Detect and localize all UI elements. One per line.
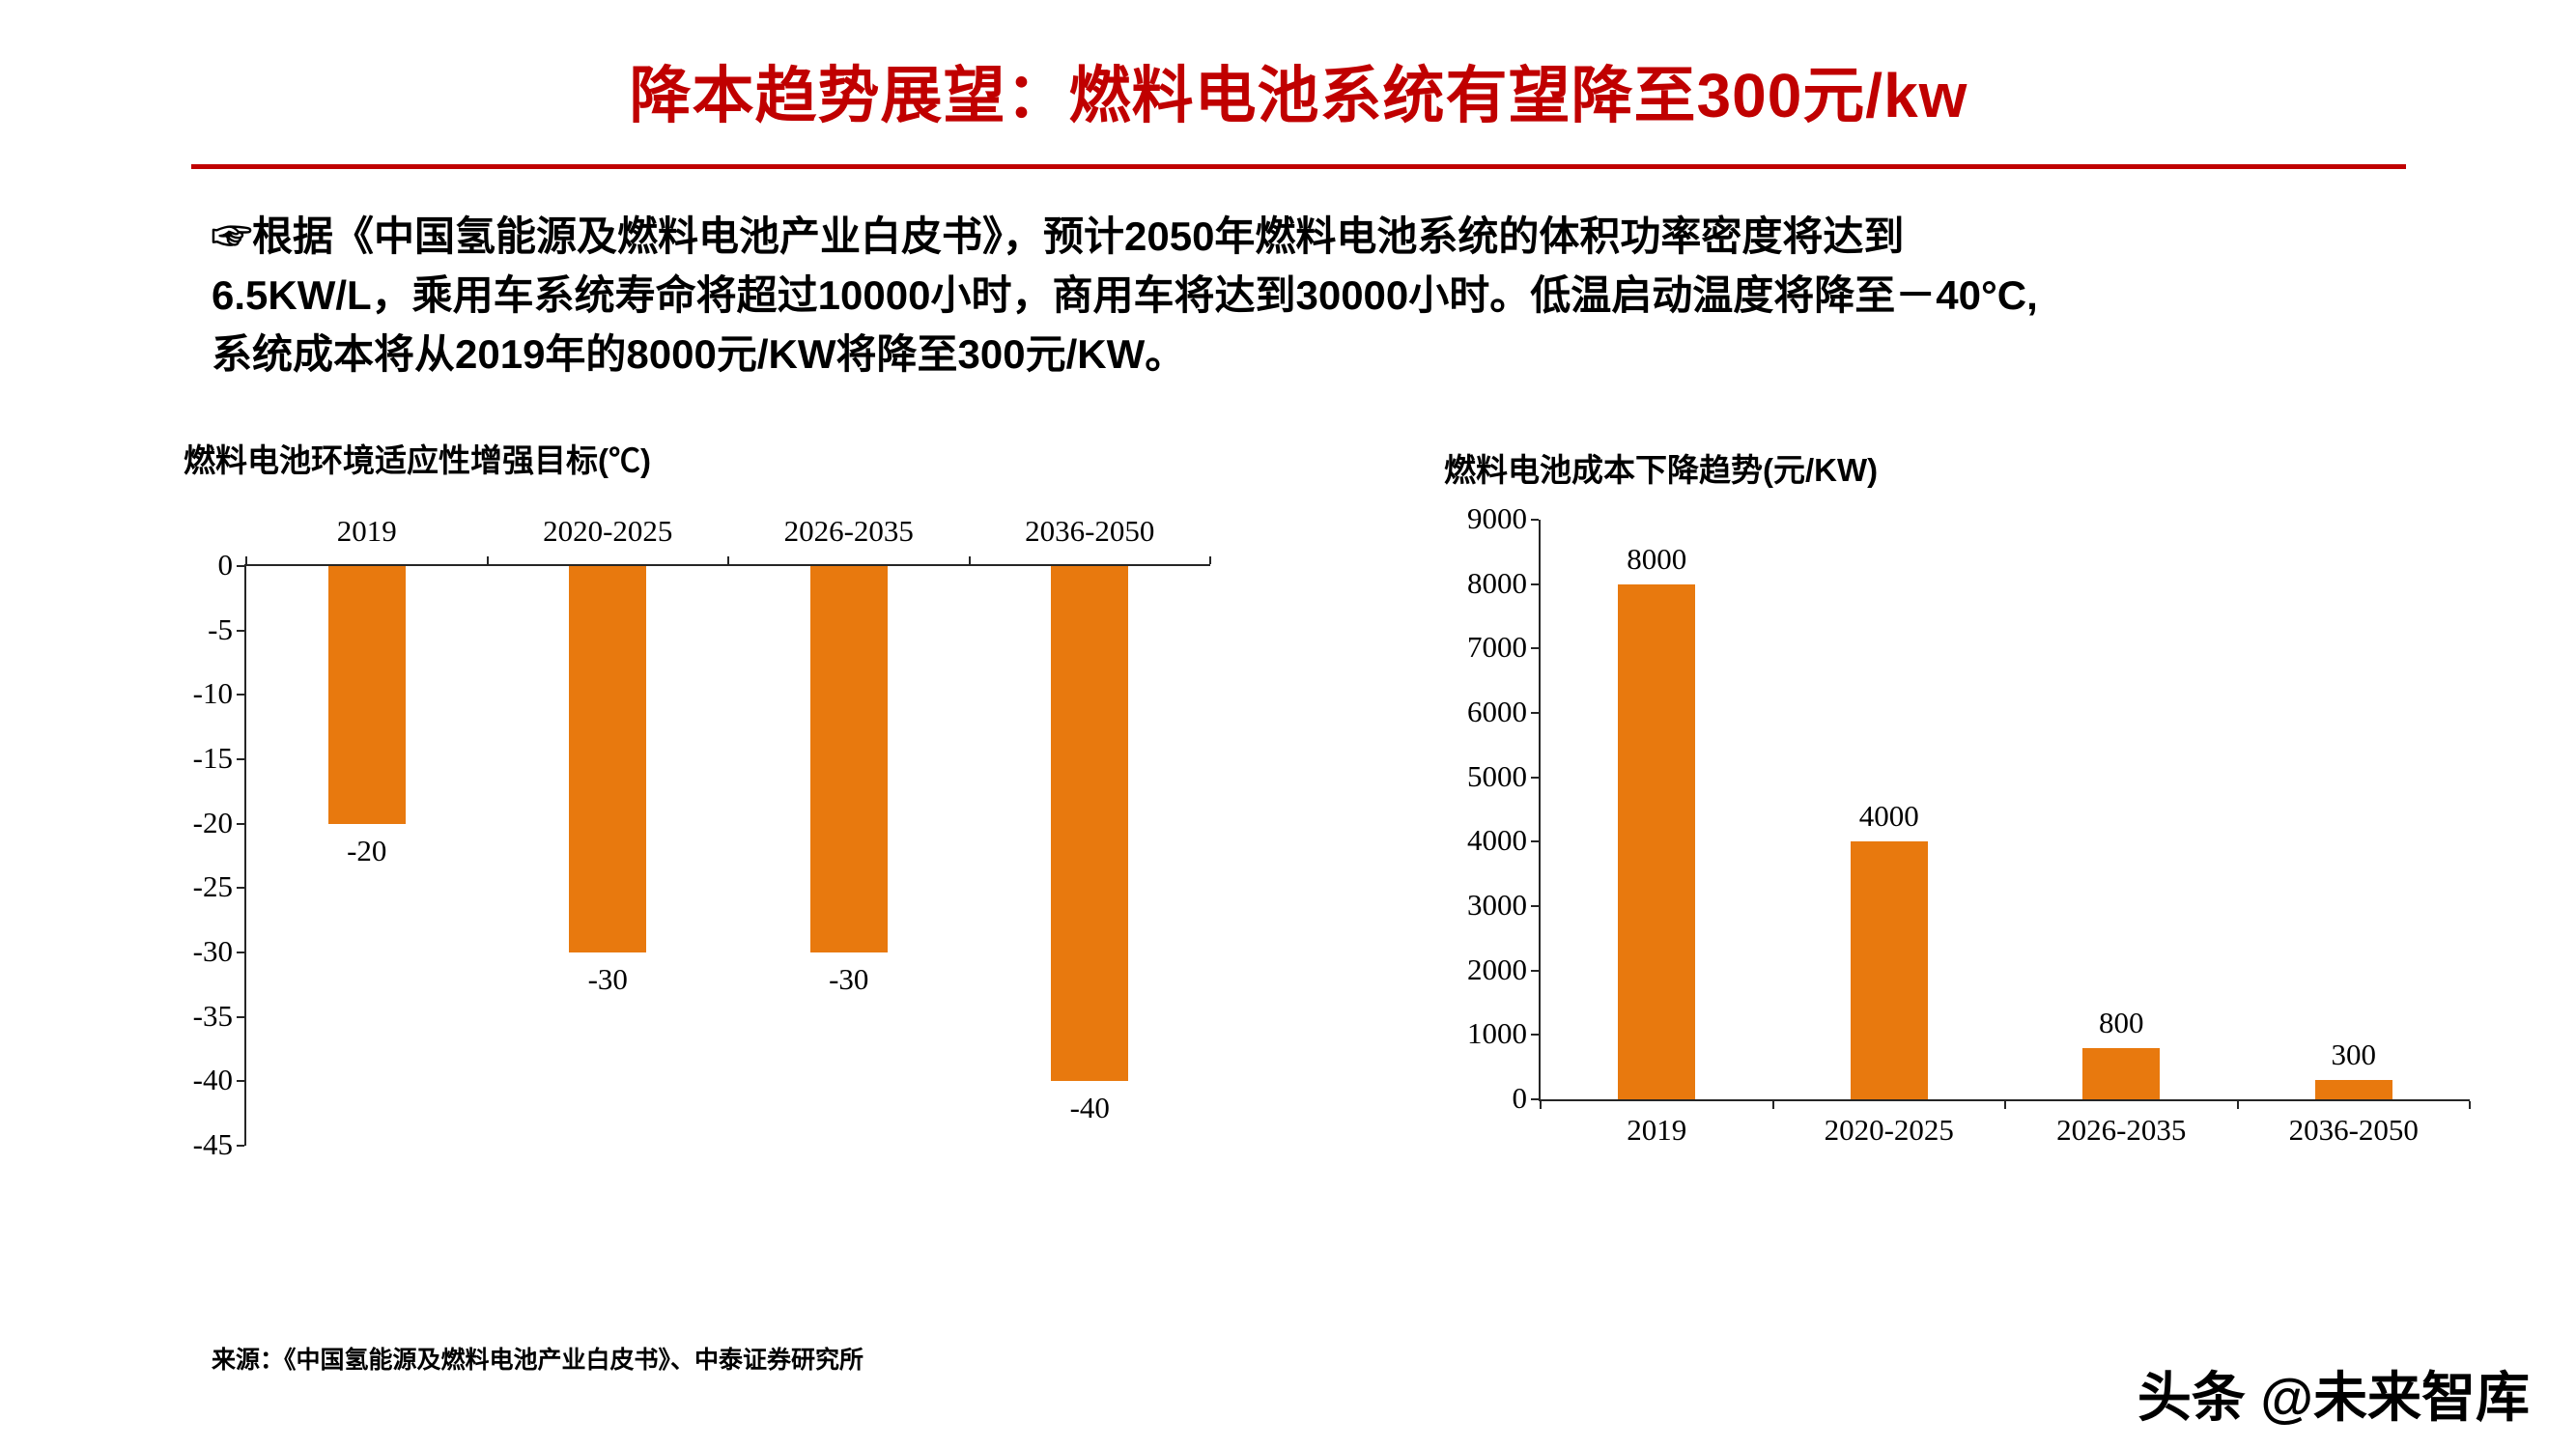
bar — [1051, 566, 1129, 1082]
y-tick-label: -35 — [192, 998, 233, 1033]
y-tick — [1531, 519, 1539, 521]
y-tick — [1531, 840, 1539, 843]
chart-temperature-adaptability: 燃料电池环境适应性增强目标(℃) 0 -5 -10 -15 -20 -25 -30 -35 -40… — [145, 425, 1236, 1198]
y-tick — [237, 1145, 244, 1147]
source-note: 来源：《中国氢能源及燃料电池产业白皮书》、中泰证券研究所 — [212, 1348, 864, 1374]
data-label: -20 — [347, 833, 387, 867]
category-tick — [486, 556, 489, 564]
bar — [2314, 1080, 2392, 1099]
y-tick-label: 9000 — [1467, 501, 1527, 535]
y-tick — [1531, 1098, 1539, 1100]
category-tick — [1771, 1101, 1774, 1109]
y-tick — [1531, 969, 1539, 972]
y-tick — [237, 952, 244, 953]
page-title: 降本趋势展望：燃料电池系统有望降至300元/kw — [629, 61, 1968, 130]
y-tick — [237, 629, 244, 632]
data-label: 4000 — [1858, 799, 1919, 834]
chart-title: 燃料电池环境适应性增强目标(℃) — [184, 442, 651, 478]
y-tick-label: 8000 — [1467, 565, 1527, 600]
watermark: 头条 @未来智库 — [2137, 1367, 2530, 1428]
category-label: 2020-2025 — [543, 514, 673, 548]
intro-line-1: ☞根据《中国氢能源及燃料电池产业白皮书》，预计2050年燃料电池系统的体积功率密… — [212, 213, 1905, 259]
y-tick-label: -20 — [192, 805, 233, 839]
y-tick — [237, 887, 244, 890]
y-tick-label: 5000 — [1467, 758, 1527, 793]
y-tick — [1531, 582, 1539, 585]
y-tick — [237, 1080, 244, 1083]
y-tick-label: 3000 — [1467, 888, 1527, 922]
y-tick-label: 0 — [217, 548, 234, 582]
chart-title: 燃料电池成本下降趋势(元/KW) — [1444, 452, 1879, 488]
y-tick — [237, 565, 244, 567]
chart-cost-decline-trend: 燃料电池成本下降趋势(元/KW) 9000 8000 7000 6000 5000 4000… — [1410, 425, 2550, 1217]
category-label: 2026-2035 — [2056, 1113, 2187, 1147]
y-axis — [1539, 520, 1541, 1099]
bar — [569, 566, 647, 952]
category-axis — [1539, 1099, 2470, 1101]
y-tick-label: -15 — [192, 741, 233, 775]
category-tick — [727, 556, 729, 564]
bar — [2082, 1047, 2161, 1099]
y-tick — [1531, 905, 1539, 907]
category-label: 2036-2050 — [1025, 514, 1155, 548]
category-label: 2026-2035 — [783, 514, 914, 548]
category-tick — [1540, 1101, 1542, 1109]
y-tick-label: -5 — [208, 611, 233, 646]
y-tick-label: 7000 — [1467, 630, 1527, 665]
y-tick-label: -45 — [192, 1127, 233, 1161]
data-label: 800 — [2099, 1005, 2144, 1039]
y-tick — [1531, 712, 1539, 714]
y-tick-label: -10 — [192, 676, 233, 711]
category-tick — [2004, 1101, 2006, 1109]
category-label: 2019 — [336, 514, 397, 548]
category-label: 2019 — [1627, 1113, 1687, 1147]
data-label: -30 — [829, 962, 869, 996]
y-tick — [237, 694, 244, 696]
category-tick — [245, 556, 247, 564]
category-tick — [2469, 1101, 2471, 1109]
data-label: -30 — [587, 962, 628, 996]
category-tick — [2236, 1101, 2239, 1109]
bar — [327, 566, 406, 824]
y-tick — [1531, 647, 1539, 650]
y-tick-label: -25 — [192, 869, 233, 904]
y-tick-label: 4000 — [1467, 823, 1527, 858]
y-tick-label: -30 — [192, 934, 233, 968]
y-tick-label: 2000 — [1467, 952, 1527, 986]
category-label: 2020-2025 — [1824, 1113, 1954, 1147]
bar — [1618, 583, 1696, 1099]
category-label: 2036-2050 — [2288, 1113, 2419, 1147]
y-tick-label: 1000 — [1467, 1016, 1527, 1051]
intro-line-2: 6.5KW/L，乘用车系统寿命将超过10000小时，商用车将达到30000小时。… — [212, 272, 2038, 318]
y-tick — [1531, 776, 1539, 779]
intro-line-3: 系统成本将从2019年的8000元/KW将降至300元/KW。 — [212, 331, 1186, 377]
intro-paragraph: ☞根据《中国氢能源及燃料电池产业白皮书》，预计2050年燃料电池系统的体积功率密… — [212, 207, 2394, 384]
y-tick — [1531, 1034, 1539, 1037]
data-label: 8000 — [1627, 541, 1687, 576]
category-axis — [244, 564, 1210, 566]
y-tick — [237, 822, 244, 825]
bar — [1850, 841, 1928, 1099]
y-axis — [244, 566, 246, 1146]
data-label: -40 — [1069, 1091, 1110, 1125]
title-divider — [191, 164, 2406, 169]
category-tick — [968, 556, 971, 564]
y-tick-label: 0 — [1512, 1081, 1528, 1115]
category-tick — [1209, 556, 1211, 564]
y-tick-label: 6000 — [1467, 695, 1527, 728]
y-tick — [237, 1015, 244, 1018]
y-tick — [237, 758, 244, 760]
data-label: 300 — [2331, 1037, 2377, 1071]
y-tick-label: -40 — [192, 1063, 233, 1097]
bar — [809, 566, 888, 952]
